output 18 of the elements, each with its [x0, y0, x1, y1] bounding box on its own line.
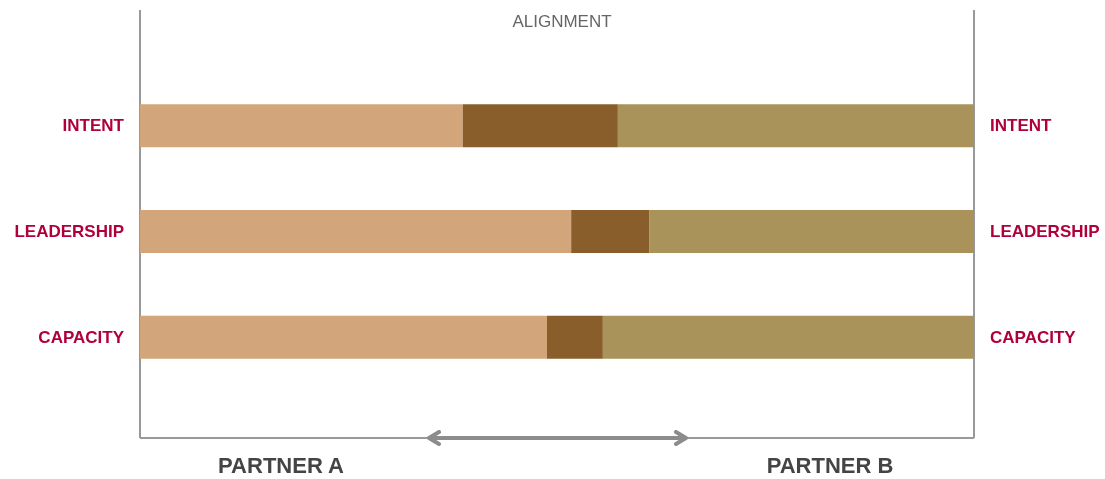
- bar: [649, 210, 974, 253]
- y-tick-label: LEADERSHIP: [14, 222, 124, 241]
- bar: [462, 104, 618, 148]
- text: PARTNER B: [766, 452, 894, 478]
- y-tick-label: INTENT: [62, 116, 125, 136]
- bar: [617, 104, 974, 148]
- bar: [571, 210, 650, 253]
- category-label: LEADERSHIP: [990, 222, 1100, 241]
- bar: [140, 210, 572, 253]
- bar: [602, 315, 974, 359]
- bar: [140, 104, 463, 148]
- bar: [140, 315, 547, 359]
- bar: [546, 315, 603, 359]
- chart-title: ALIGNMENT: [512, 12, 612, 31]
- y-tick-label: CAPACITY: [38, 327, 125, 347]
- category-label: INTENT: [990, 116, 1052, 136]
- category-label: CAPACITY: [990, 327, 1076, 347]
- text: PARTNER A: [218, 452, 345, 478]
